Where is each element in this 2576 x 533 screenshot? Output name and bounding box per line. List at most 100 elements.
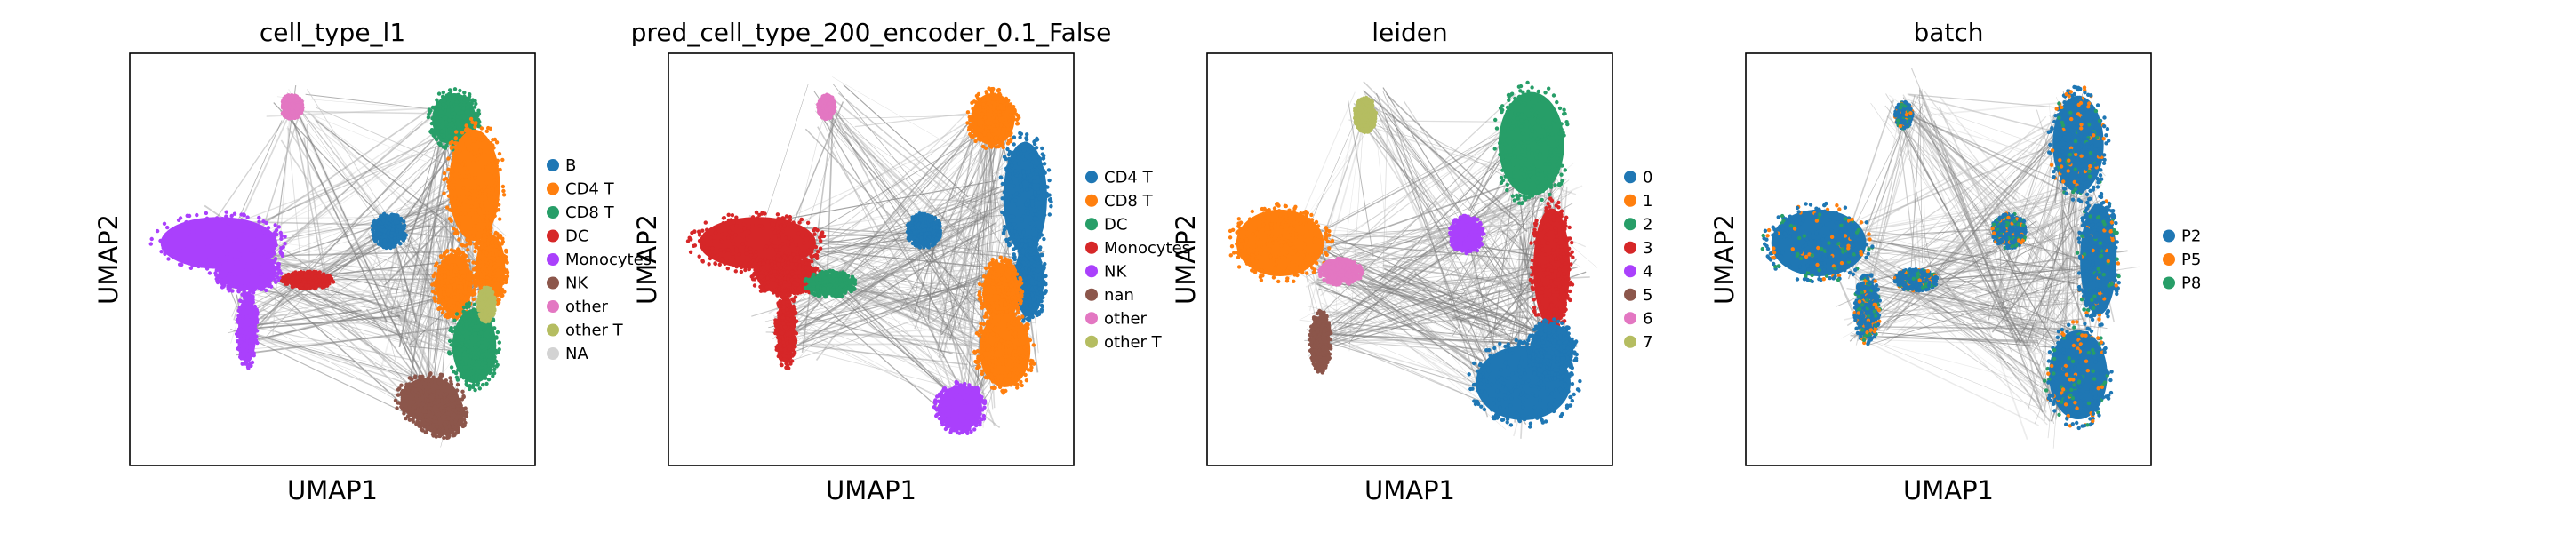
cell-point [445,406,450,411]
graph-edge [919,235,993,332]
cell-point [244,265,248,270]
cell-point [178,224,182,228]
cell-point [381,219,386,224]
cell-point [1002,127,1007,131]
graph-edge [780,309,953,354]
legend-item: NA [547,345,588,363]
cell-point [454,141,459,146]
cell-point [471,297,476,302]
cell-point [442,264,447,268]
graph-edge [776,235,972,310]
cell-point [294,283,300,289]
cell-point [395,406,399,410]
cell-point [492,164,497,169]
cell-point [436,268,442,273]
graph-edge [324,209,461,302]
cell-point [445,265,451,270]
cell-point [273,223,277,227]
cell-point [410,382,415,386]
cell-point [258,275,262,280]
cell-point [1005,127,1011,132]
graph-edge [424,96,454,392]
cell-point [393,213,397,218]
cell-point [472,351,477,355]
cell-point [413,383,419,388]
cell-point [438,141,443,147]
cell-point [442,306,447,310]
cell-point [500,242,504,246]
legend-label: NA [565,345,588,363]
cluster [414,393,469,441]
cell-point [1010,121,1015,126]
graph-edge [899,146,991,312]
cell-point [458,356,463,361]
cell-point [420,374,425,378]
cell-point [240,232,244,236]
cell-point [264,278,268,282]
cell-point [450,169,455,174]
cell-point [244,249,249,253]
cell-point [456,290,460,294]
cell-point [491,216,495,220]
cell-point [460,153,464,157]
cell-point [261,219,266,224]
graph-edge [937,110,980,352]
graph-edge [287,111,388,323]
cell-point [195,227,199,231]
cell-point [445,297,450,302]
cell-point [481,382,485,387]
cell-point [484,211,490,216]
cell-point [269,262,274,266]
cell-point [253,232,258,237]
cell-point [460,406,465,411]
cell-point [996,96,1002,101]
cell-point [476,169,481,173]
graph-edge [788,270,997,355]
cell-point [474,261,478,266]
cell-point [224,266,229,272]
cell-point [457,303,461,307]
cell-point [477,360,482,364]
cell-point [290,284,294,290]
cell-point [210,235,214,240]
graph-edge [288,89,390,314]
cell-point [420,428,425,433]
graph-edge [801,98,836,354]
cell-point [254,317,260,322]
cell-point [460,299,465,304]
graph-edge [238,309,362,329]
graph-edge [852,131,1003,280]
cell-point [485,335,490,340]
cell-point [247,320,252,324]
cell-point [234,249,239,254]
cell-point [1033,164,1037,169]
plot-area [148,84,510,448]
cell-point [430,105,436,110]
cell-point [464,203,469,208]
cell-point [241,344,245,348]
cell-point [248,303,252,307]
cell-point [455,315,460,320]
cell-point [483,324,488,329]
cell-point [443,146,448,150]
cell-point [420,395,425,400]
cell-point [298,108,302,114]
cell-point [383,243,388,248]
cell-point [1001,145,1006,150]
cell-point [999,123,1004,127]
cell-point [426,115,431,120]
cell-point [476,369,482,374]
cell-point [461,394,466,399]
cell-point [467,133,471,138]
cell-point [218,262,222,266]
cell-point [476,351,482,356]
legend-item: Monocytes [547,251,652,269]
cell-point [148,242,153,246]
cell-point [260,265,264,270]
cell-point [410,377,414,382]
cell-point [452,111,457,116]
cell-point [260,272,264,276]
graph-edge [829,113,979,288]
cell-point [1000,107,1004,111]
cell-point [503,259,508,263]
